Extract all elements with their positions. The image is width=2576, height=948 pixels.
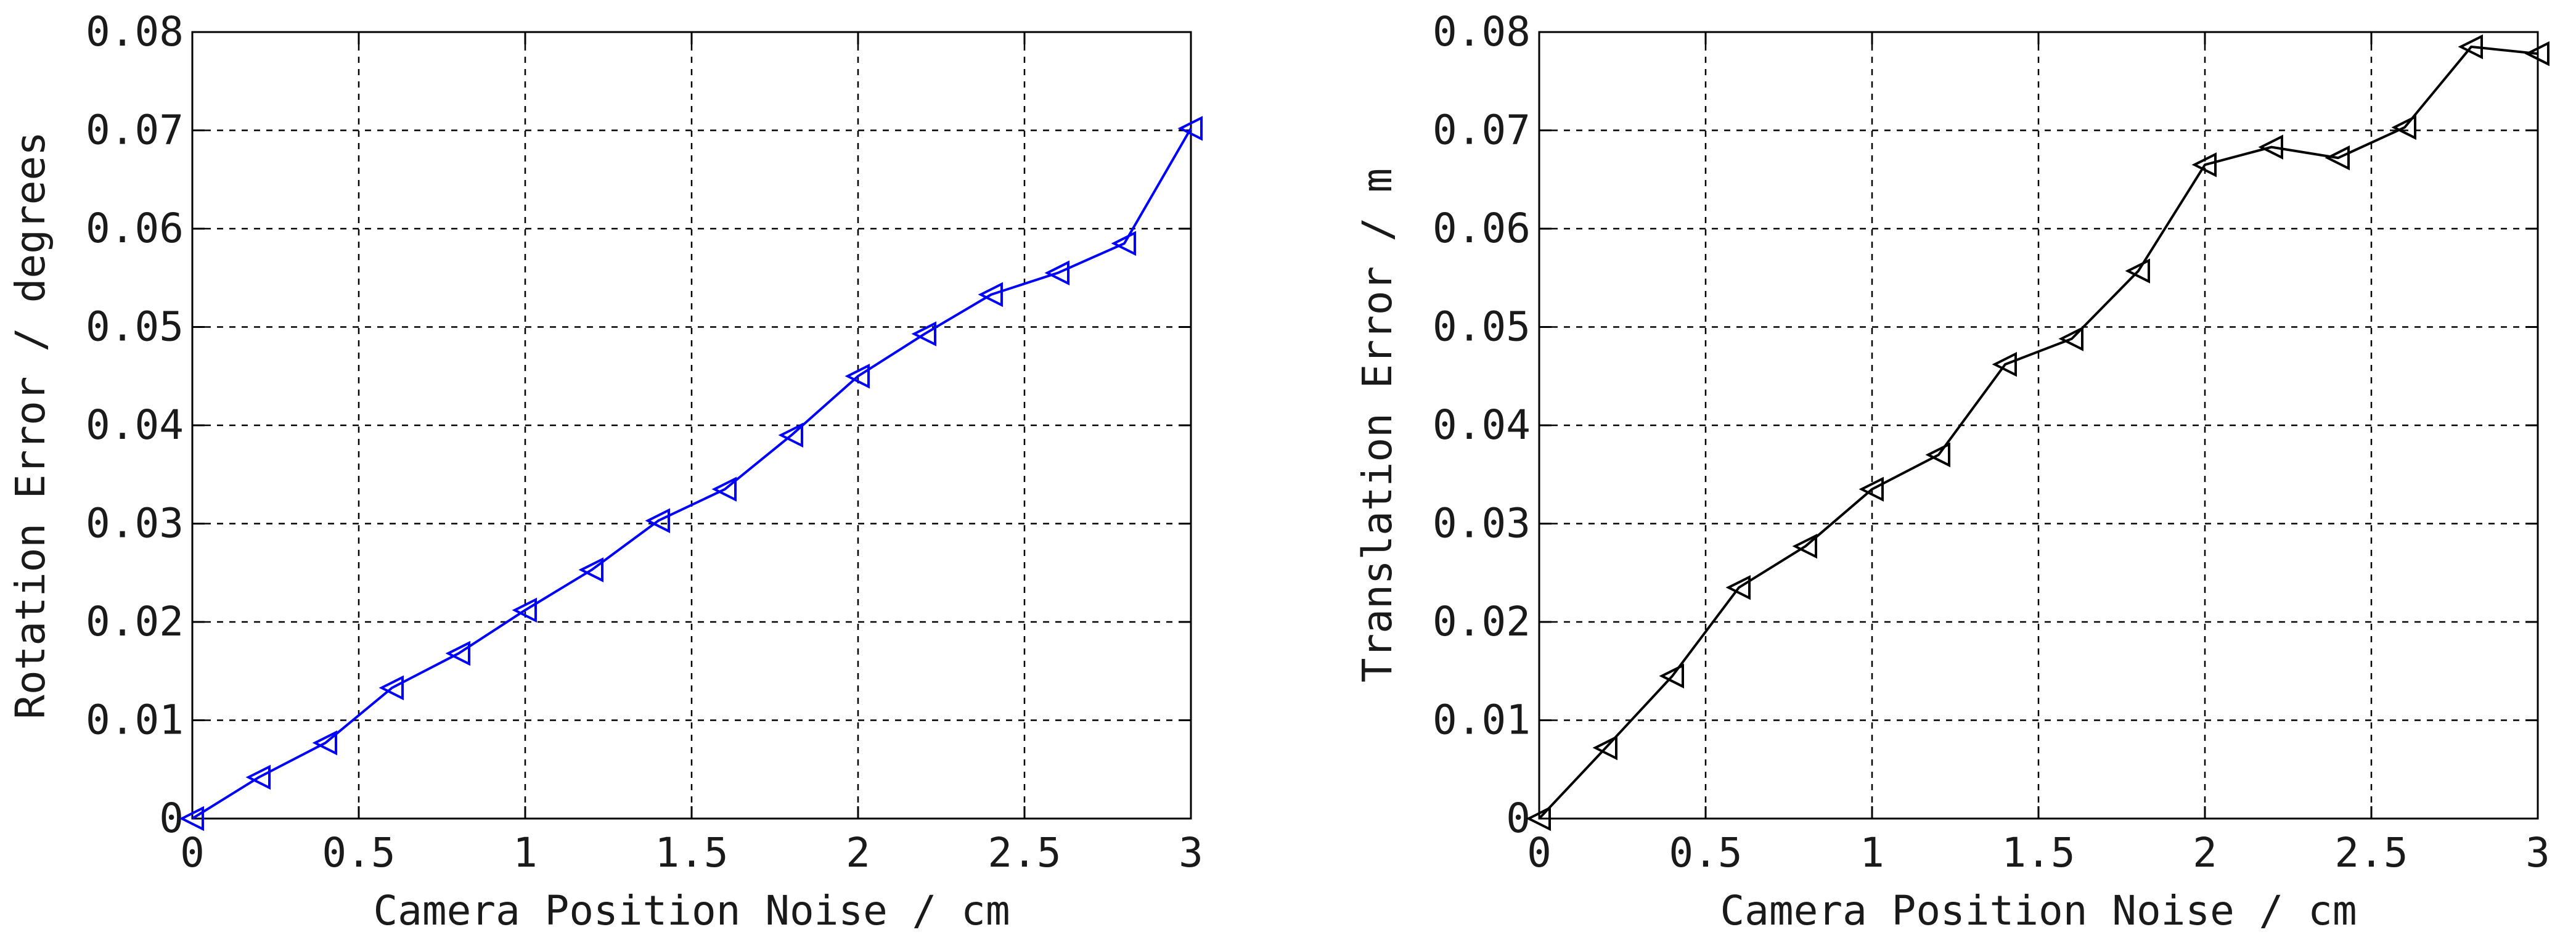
rotation-y-axis-title: Rotation Error / degrees bbox=[7, 131, 54, 719]
rotation-x-tick-label: 0 bbox=[180, 829, 205, 876]
rotation-data-point bbox=[179, 806, 204, 832]
translation-x-axis-title: Camera Position Noise / cm bbox=[1720, 887, 2357, 934]
rotation-data-point bbox=[578, 557, 603, 582]
translation-data-point bbox=[1659, 663, 1684, 689]
rotation-error-chart: 0 0.5 1 1.5 2 2.5 3 0 0.01 0.02 0.03 0.04 0.05 0.06 0.… bbox=[7, 8, 1203, 934]
rotation-data-point bbox=[312, 730, 337, 756]
rotation-x-tick-label: 2.5 bbox=[987, 829, 1061, 876]
translation-data-point bbox=[2258, 134, 2283, 160]
translation-data-point bbox=[2391, 115, 2416, 140]
rotation-data-point bbox=[911, 321, 936, 346]
translation-error-chart: 0 0.5 1 1.5 2 2.5 3 0 0.01 0.02 0.03 0.04 0.05 0.06 0.… bbox=[1354, 8, 2550, 934]
translation-data-point bbox=[2125, 258, 2150, 284]
rotation-x-tick-label: 3 bbox=[1179, 829, 1203, 876]
translation-x-tick-label: 0.5 bbox=[1669, 829, 1742, 876]
translation-data-point bbox=[1725, 574, 1751, 600]
rotation-y-tick-label: 0.05 bbox=[86, 303, 184, 351]
rotation-y-tick-label: 0.04 bbox=[86, 401, 184, 449]
rotation-x-tick-label: 1 bbox=[513, 829, 538, 876]
rotation-y-tick-label: 0.07 bbox=[86, 107, 184, 154]
rotation-series-line bbox=[191, 128, 1192, 820]
translation-y-tick-label: 0.03 bbox=[1433, 500, 1531, 547]
translation-y-tick-label: 0.06 bbox=[1433, 205, 1531, 252]
rotation-x-tick-label: 2 bbox=[846, 829, 870, 876]
rotation-data-point bbox=[378, 675, 404, 701]
rotation-data-point bbox=[512, 597, 537, 623]
translation-data-point bbox=[1526, 806, 1551, 832]
rotation-data-point bbox=[711, 476, 737, 502]
translation-data-point bbox=[1792, 533, 1817, 559]
translation-x-tick-label: 2.5 bbox=[2334, 829, 2408, 876]
translation-data-point bbox=[1992, 351, 2017, 377]
translation-x-tick-label: 3 bbox=[2525, 829, 2550, 876]
rotation-data-point bbox=[1111, 231, 1136, 256]
translation-series-line bbox=[1538, 45, 2538, 820]
translation-y-tick-label: 0.02 bbox=[1433, 598, 1531, 645]
rotation-y-tick-label: 0.01 bbox=[86, 697, 184, 744]
translation-y-tick-label: 0 bbox=[1506, 795, 1531, 842]
rotation-data-point bbox=[1177, 116, 1203, 141]
rotation-y-tick-label: 0 bbox=[159, 795, 184, 842]
rotation-x-axis-title: Camera Position Noise / cm bbox=[373, 887, 1010, 934]
translation-data-point bbox=[2458, 34, 2483, 60]
translation-data-point bbox=[1592, 735, 1617, 761]
translation-y-tick-label: 0.07 bbox=[1433, 107, 1531, 154]
rotation-data-point bbox=[245, 764, 271, 790]
rotation-y-tick-label: 0.03 bbox=[86, 500, 184, 547]
rotation-data-point bbox=[645, 508, 670, 533]
translation-y-tick-label: 0.01 bbox=[1433, 697, 1531, 744]
translation-y-tick-label: 0.05 bbox=[1433, 303, 1531, 351]
translation-x-tick-label: 1 bbox=[1860, 829, 1884, 876]
rotation-y-tick-label: 0.06 bbox=[86, 205, 184, 252]
translation-data-point bbox=[2191, 152, 2217, 178]
translation-x-tick-label: 1.5 bbox=[2002, 829, 2075, 876]
translation-data-point bbox=[1858, 476, 1884, 502]
rotation-y-tick-label: 0.02 bbox=[86, 598, 184, 645]
rotation-data-point bbox=[778, 422, 803, 448]
translation-y-tick-label: 0.08 bbox=[1433, 8, 1531, 55]
rotation-data-point bbox=[844, 364, 870, 389]
translation-data-point bbox=[2524, 41, 2549, 67]
translation-data-point bbox=[2325, 145, 2350, 171]
translation-y-tick-label: 0.04 bbox=[1433, 401, 1531, 449]
translation-data-point bbox=[1925, 442, 1950, 468]
rotation-data-point bbox=[1044, 260, 1069, 286]
translation-x-tick-label: 2 bbox=[2193, 829, 2217, 876]
translation-y-axis-title: Translation Error / m bbox=[1354, 168, 1401, 682]
rotation-x-tick-label: 1.5 bbox=[655, 829, 728, 876]
rotation-y-tick-label: 0.08 bbox=[86, 8, 184, 55]
translation-data-point bbox=[2058, 326, 2083, 351]
translation-x-tick-label: 0 bbox=[1527, 829, 1552, 876]
rotation-data-point bbox=[445, 640, 470, 666]
rotation-data-point bbox=[978, 282, 1003, 308]
rotation-x-tick-label: 0.5 bbox=[322, 829, 395, 876]
